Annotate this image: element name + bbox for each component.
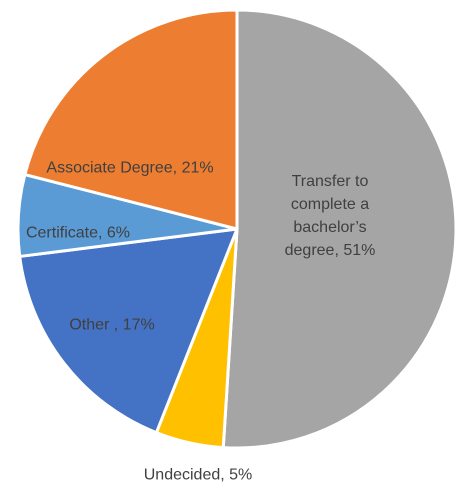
slice-label: Other , 17% <box>69 316 155 334</box>
slice-label: Certificate, 6% <box>25 224 131 242</box>
slice-label: Transfer to complete a bachelor’s degree… <box>284 173 376 259</box>
slice-label: Undecided, 5% <box>143 466 253 484</box>
pie-slice <box>23 8 239 231</box>
slice-label: Associate Degree, 21% <box>46 159 214 177</box>
pie-slice <box>18 227 239 435</box>
